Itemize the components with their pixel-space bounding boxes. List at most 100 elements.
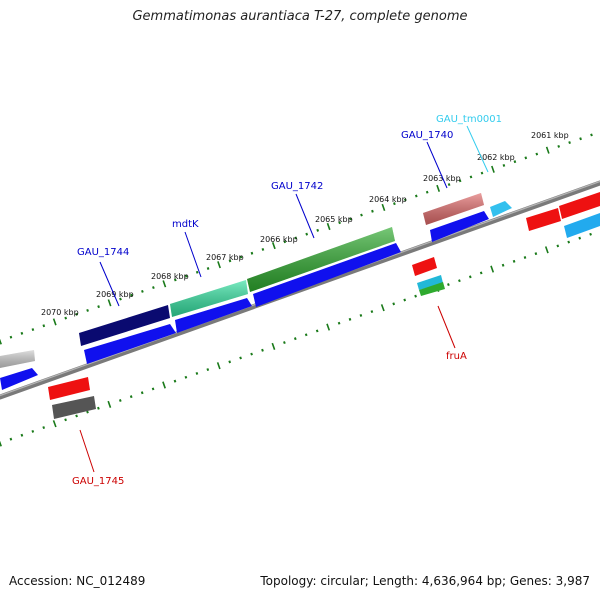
gene-feature[interactable] [48, 377, 90, 400]
gene-feature[interactable] [490, 201, 512, 217]
gene-label-frua[interactable]: fruA [446, 351, 467, 362]
minor-tick [75, 312, 79, 316]
minor-tick [590, 133, 593, 137]
minor-tick [173, 278, 177, 282]
gene-feature[interactable] [247, 227, 395, 292]
gene-feature[interactable] [430, 211, 489, 242]
tick-label: 2067 kbp [206, 253, 244, 262]
minor-tick [337, 321, 341, 325]
minor-tick [86, 308, 89, 312]
gene-label-gau-tm0001[interactable]: GAU_tm0001 [436, 114, 502, 125]
gene-feature[interactable] [0, 350, 35, 368]
minor-tick [195, 371, 199, 375]
gene-feature[interactable] [526, 208, 561, 231]
gene-feature[interactable] [423, 193, 484, 225]
blue-strand-features [0, 211, 600, 390]
tick-labels: 2070 kbp 2069 kbp 2068 kbp 2067 kbp 2066… [41, 131, 569, 317]
minor-tick [250, 251, 254, 255]
minor-tick [152, 286, 155, 290]
minor-tick [97, 406, 100, 410]
gene-feature[interactable] [84, 324, 176, 364]
minor-tick [414, 294, 417, 298]
major-tick [545, 146, 550, 154]
major-tick [436, 184, 441, 192]
minor-tick [512, 259, 516, 263]
minor-tick [118, 399, 122, 402]
gene-feature[interactable] [412, 257, 437, 276]
minor-tick [184, 274, 188, 278]
gene-feature[interactable] [79, 305, 170, 346]
gene-feature[interactable] [564, 213, 600, 238]
minor-tick [524, 156, 528, 160]
gene-label-gau-1740[interactable]: GAU_1740 [401, 130, 453, 141]
minor-tick [293, 337, 297, 341]
minor-tick [447, 283, 450, 287]
gene-feature[interactable] [419, 282, 445, 296]
major-tick [162, 381, 166, 389]
major-tick [544, 246, 549, 254]
minor-tick [501, 263, 505, 267]
major-tick [490, 265, 495, 273]
minor-tick [523, 256, 527, 259]
minor-tick [469, 175, 473, 179]
gene-feature[interactable] [559, 192, 600, 219]
map-title: Gemmatimonas aurantiaca T-27, complete g… [132, 9, 468, 24]
gene-feature[interactable] [52, 396, 96, 419]
minor-tick [479, 271, 483, 275]
tick-label: 2069 kbp [96, 290, 134, 299]
minor-tick [250, 352, 253, 356]
leader-line [79, 429, 95, 473]
major-tick [107, 400, 112, 408]
minor-tick [557, 144, 561, 148]
minor-tick [195, 270, 199, 274]
tick-label: 2063 kbp [423, 174, 461, 183]
gene-feature[interactable] [0, 368, 38, 390]
gene-feature[interactable] [253, 243, 401, 307]
gene-label-mdtk[interactable]: mdtK [172, 219, 199, 230]
gene-feature[interactable] [170, 280, 248, 317]
gene-feature[interactable] [417, 275, 443, 290]
minor-tick [556, 244, 560, 248]
major-tick [162, 280, 167, 288]
outer-scale-track [0, 133, 593, 345]
gene-label-gau-1745[interactable]: GAU_1745 [72, 476, 124, 487]
minor-tick [403, 298, 407, 302]
major-tick [271, 342, 276, 350]
tick-label: 2062 kbp [477, 153, 515, 162]
major-tick [0, 440, 2, 447]
minor-tick [480, 171, 484, 175]
tick-label: 2061 kbp [531, 131, 569, 140]
minor-tick [20, 331, 24, 335]
minor-tick [458, 179, 462, 183]
tick-label: 2068 kbp [151, 272, 189, 281]
leader-line [466, 125, 489, 173]
minor-tick [403, 198, 407, 202]
minor-tick [239, 356, 242, 360]
minor-tick [578, 236, 582, 240]
minor-tick [579, 137, 582, 141]
minor-tick [589, 232, 592, 236]
gene-label-gau-1742[interactable]: GAU_1742 [271, 181, 323, 192]
minor-tick [75, 414, 78, 418]
minor-tick [129, 395, 133, 399]
minor-tick [206, 267, 210, 270]
minor-tick [9, 335, 13, 339]
major-tick [217, 261, 221, 269]
minor-tick [151, 387, 155, 391]
minor-tick [130, 293, 133, 297]
minor-tick [425, 190, 429, 194]
leader-line [437, 305, 456, 349]
tick-label: 2066 kbp [260, 235, 298, 244]
minor-tick [468, 275, 472, 279]
gene-feature[interactable] [175, 298, 252, 333]
minor-tick [393, 202, 396, 206]
minor-tick [261, 348, 264, 352]
inner-scale-track [0, 232, 592, 447]
major-tick [491, 165, 495, 173]
gene-label-gau-1744[interactable]: GAU_1744 [77, 247, 129, 258]
minor-tick [348, 317, 352, 321]
minor-tick [392, 302, 396, 306]
minor-tick [283, 341, 286, 345]
minor-tick [20, 433, 24, 437]
minor-tick [513, 160, 517, 164]
